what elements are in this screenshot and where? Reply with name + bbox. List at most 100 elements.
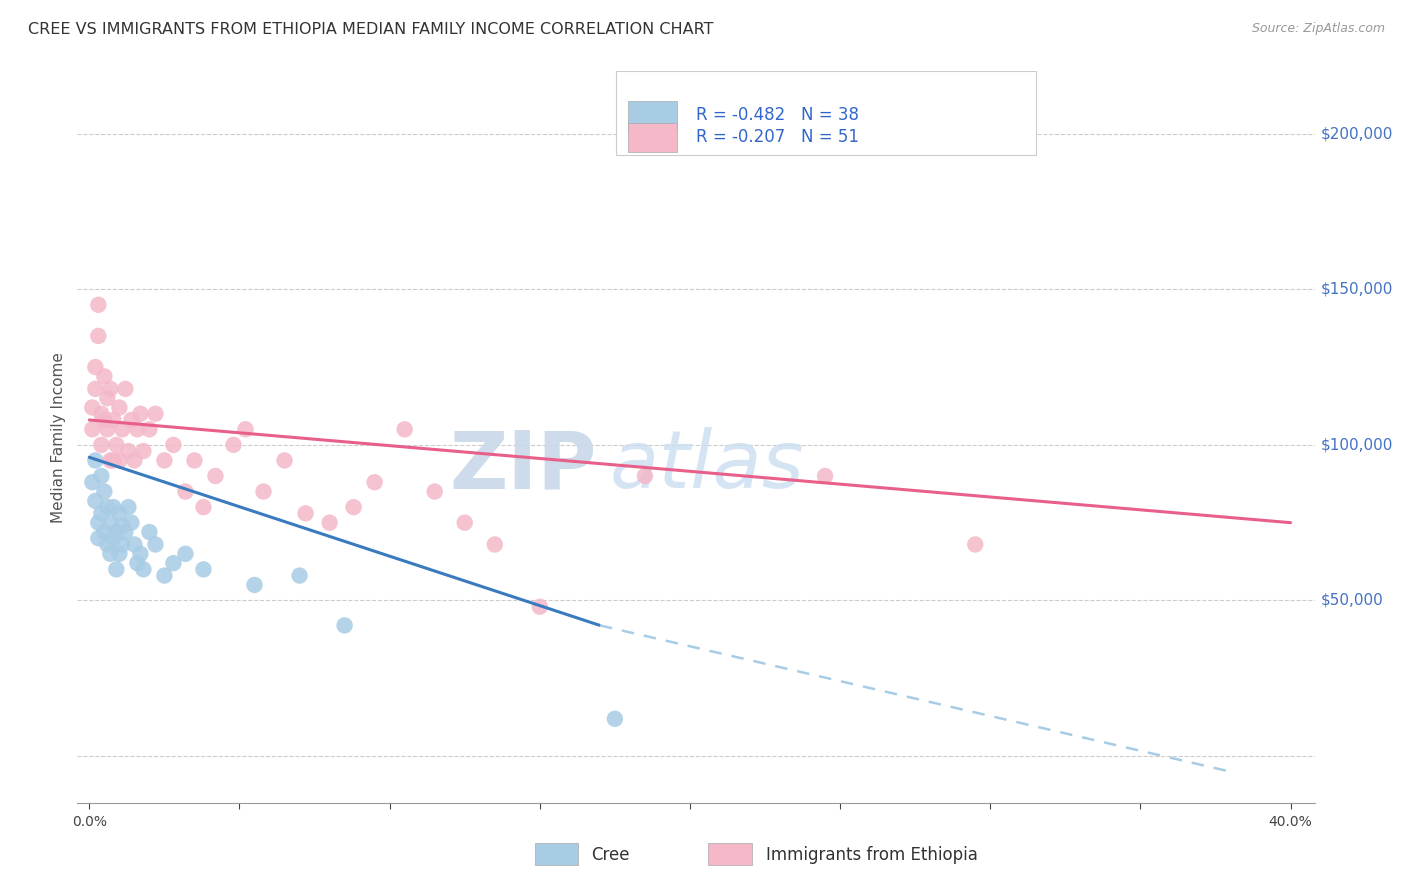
Point (93, 524, 115, 539)
Point (82, 475, 104, 490)
Text: Cree: Cree (591, 847, 630, 864)
Text: atlas: atlas (609, 427, 804, 506)
Point (114, 382, 136, 396)
Point (87, 298, 110, 312)
Point (145, 407, 167, 421)
Point (454, 516, 477, 530)
Point (204, 469, 226, 483)
Point (93, 413, 115, 427)
Point (129, 547, 152, 561)
Point (93, 369, 115, 384)
Text: Source: ZipAtlas.com: Source: ZipAtlas.com (1251, 22, 1385, 36)
Bar (536, 843, 578, 865)
Point (82, 401, 104, 415)
Point (105, 438, 128, 452)
Point (108, 401, 131, 415)
Point (634, 469, 657, 483)
Point (90, 469, 112, 483)
Point (124, 537, 146, 551)
Point (603, 712, 626, 726)
Point (162, 556, 184, 570)
Point (117, 500, 139, 515)
Point (120, 516, 142, 530)
Point (87, 329, 110, 343)
Point (174, 484, 197, 499)
Point (174, 547, 197, 561)
Point (87, 531, 110, 545)
Point (84, 359, 107, 374)
Point (84, 453, 107, 467)
Point (129, 407, 152, 421)
Point (96, 537, 118, 551)
Point (132, 444, 155, 458)
Point (90, 438, 112, 452)
Point (124, 453, 146, 467)
Point (235, 422, 257, 436)
Point (153, 453, 176, 467)
Point (193, 562, 215, 576)
Y-axis label: Median Family Income: Median Family Income (51, 351, 66, 523)
Point (138, 422, 160, 436)
Point (90, 407, 112, 421)
Point (103, 500, 125, 515)
Point (243, 578, 266, 592)
Point (98, 516, 121, 530)
Point (343, 500, 366, 515)
Point (127, 422, 149, 436)
Point (193, 500, 215, 515)
Point (93, 484, 115, 499)
Point (108, 506, 131, 520)
Point (222, 438, 245, 452)
Point (103, 531, 125, 545)
Point (108, 453, 131, 467)
Point (105, 562, 128, 576)
Text: $200,000: $200,000 (1320, 126, 1393, 141)
Point (111, 518, 134, 533)
Text: ZIP: ZIP (450, 427, 598, 506)
Point (363, 475, 385, 490)
Point (138, 524, 160, 539)
Point (423, 484, 446, 499)
Point (127, 556, 149, 570)
Point (103, 413, 125, 427)
Point (103, 453, 125, 467)
Point (273, 453, 295, 467)
Point (120, 413, 142, 427)
Text: Immigrants from Ethiopia: Immigrants from Ethiopia (766, 847, 979, 864)
Point (117, 444, 139, 458)
Point (318, 516, 340, 530)
Point (132, 562, 155, 576)
Point (529, 599, 551, 614)
Text: R = -0.482   N = 38: R = -0.482 N = 38 (696, 106, 859, 124)
Point (294, 506, 316, 520)
Text: $100,000: $100,000 (1320, 437, 1393, 452)
Text: $150,000: $150,000 (1320, 282, 1393, 297)
Point (162, 438, 184, 452)
Text: $50,000: $50,000 (1320, 593, 1384, 608)
Point (105, 524, 128, 539)
Point (252, 484, 274, 499)
Point (153, 568, 176, 582)
Text: CREE VS IMMIGRANTS FROM ETHIOPIA MEDIAN FAMILY INCOME CORRELATION CHART: CREE VS IMMIGRANTS FROM ETHIOPIA MEDIAN … (28, 22, 714, 37)
Point (333, 618, 356, 632)
Point (96, 500, 118, 515)
Point (183, 453, 205, 467)
Point (145, 537, 167, 551)
Point (96, 391, 118, 405)
Bar (628, 101, 678, 130)
Bar (628, 122, 678, 152)
Point (111, 537, 134, 551)
Point (84, 382, 107, 396)
Point (814, 469, 837, 483)
Point (98, 382, 121, 396)
Point (288, 568, 311, 582)
Point (96, 422, 118, 436)
Point (394, 422, 416, 436)
Point (84, 494, 107, 508)
Point (965, 537, 987, 551)
Bar (709, 843, 752, 865)
Point (82, 422, 104, 436)
Point (87, 516, 110, 530)
Point (484, 537, 506, 551)
Point (108, 547, 131, 561)
